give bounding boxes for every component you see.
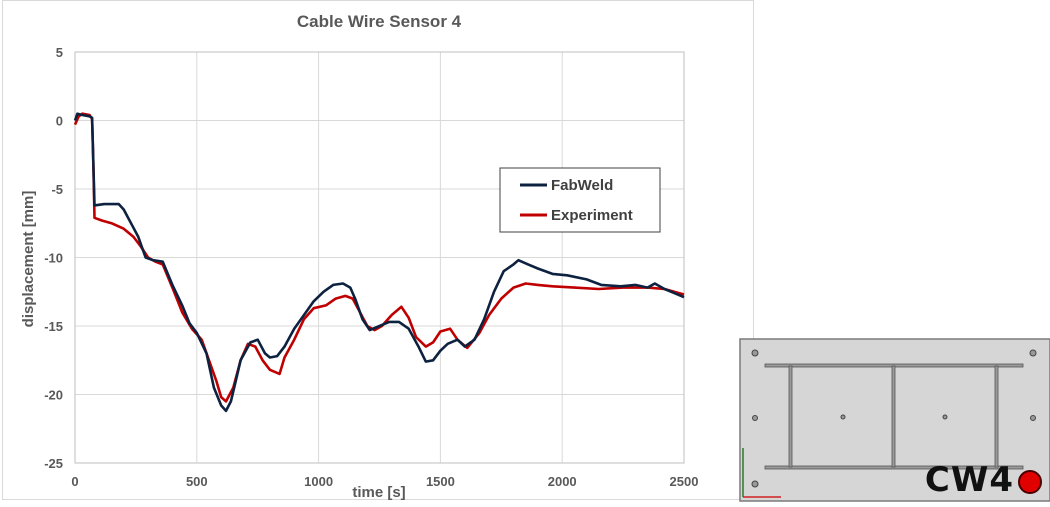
- chart-frame: Cable Wire Sensor 4 0 500 1000 1500 2000 2500…: [2, 0, 754, 501]
- series-layer: [73, 112, 685, 413]
- axis-layer: 0 500 1000 1500 2000 2500 5 0 -5 -10 -15 -20 -25: [44, 45, 698, 489]
- hole-marker: [1030, 415, 1036, 421]
- hole-marker: [942, 414, 948, 420]
- web-1: [788, 365, 793, 468]
- plot-area: [74, 51, 685, 464]
- x-tick-label: 0: [71, 474, 78, 489]
- sensor-location-panel: CW4: [737, 338, 1050, 502]
- y-tick-label: -5: [51, 182, 63, 197]
- x-tick-label: 500: [186, 474, 208, 489]
- legend-label-fabweld: FabWeld: [551, 177, 613, 194]
- x-tick-label: 2000: [548, 474, 577, 489]
- hole-marker: [840, 414, 846, 420]
- y-tick-label: -10: [44, 251, 63, 266]
- series-line-fabweld: [73, 112, 685, 413]
- chart-title: Cable Wire Sensor 4: [297, 12, 462, 31]
- x-tick-label: 2500: [670, 474, 699, 489]
- sensor-label: CW4: [924, 460, 1014, 500]
- legend: FabWeld Experiment: [499, 167, 661, 233]
- legend-label-experiment: Experiment: [551, 207, 633, 224]
- chart-svg: Cable Wire Sensor 4 0 500 1000 1500 2000 2500…: [20, 12, 698, 501]
- y-tick-label: -20: [44, 388, 63, 403]
- y-tick-label: 0: [56, 114, 63, 129]
- x-axis-title: time [s]: [352, 484, 405, 501]
- sensor-marker-dot: [1018, 470, 1042, 494]
- y-tick-label: -15: [44, 319, 63, 334]
- y-tick-label: 5: [56, 45, 63, 60]
- y-axis-title: displacement [mm]: [20, 191, 37, 328]
- web-3: [994, 365, 999, 468]
- grid-layer: [74, 51, 685, 464]
- x-tick-label: 1000: [304, 474, 333, 489]
- plate-drawing: [739, 338, 1050, 502]
- hole-marker: [751, 349, 759, 357]
- hole-marker: [751, 480, 759, 488]
- y-tick-label: -25: [44, 456, 63, 471]
- legend-box: [499, 167, 661, 233]
- hole-marker: [752, 415, 758, 421]
- web-2: [891, 365, 896, 468]
- x-tick-label: 1500: [426, 474, 455, 489]
- series-line-experiment: [73, 112, 685, 403]
- hole-marker: [1029, 349, 1037, 357]
